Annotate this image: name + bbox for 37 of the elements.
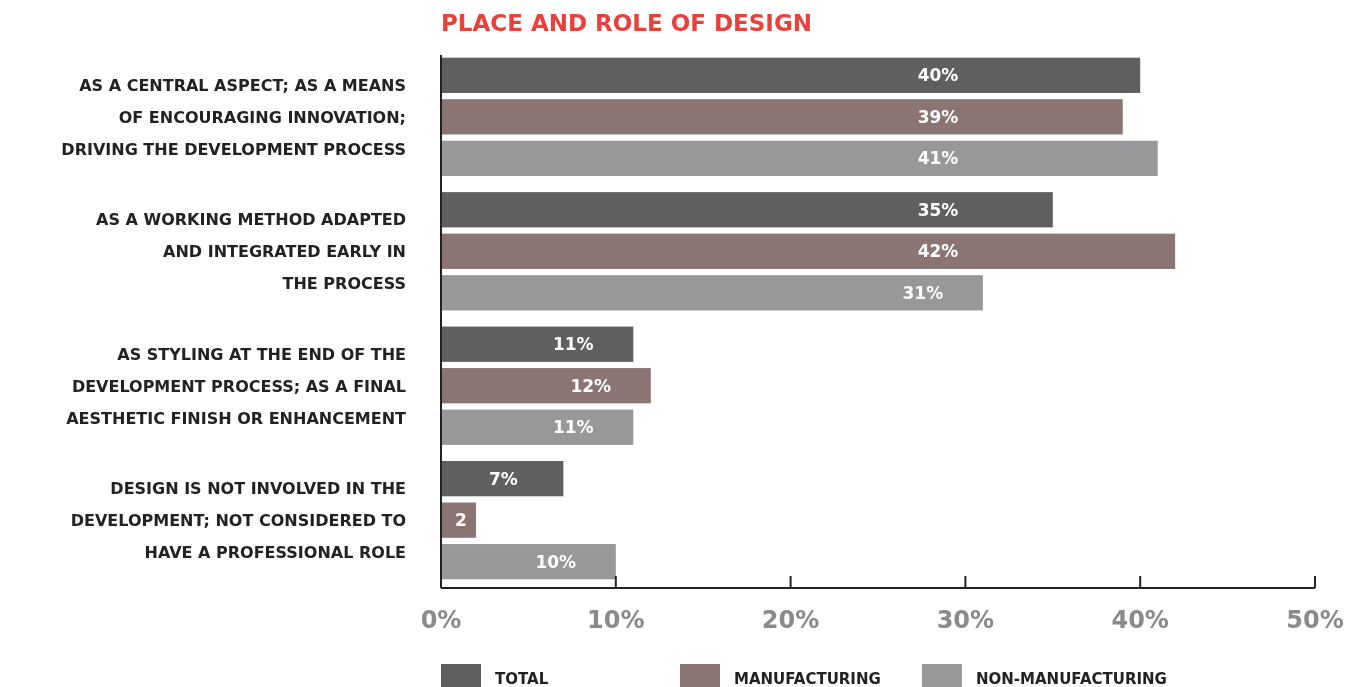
data-label: 11% [552, 417, 594, 438]
bar [441, 544, 616, 580]
data-label: 2 [455, 510, 467, 531]
x-tick-label: 20% [761, 606, 820, 634]
bar [441, 140, 1158, 176]
bar [441, 461, 564, 497]
data-label: 40% [917, 65, 959, 86]
data-label: 42% [917, 241, 959, 262]
data-label: 35% [917, 199, 959, 220]
data-label: 12% [570, 375, 612, 396]
bar [441, 57, 1141, 93]
y-tick-label: AS A CENTRAL ASPECT; AS A MEANS OF ENCOURAGING INNOVATION; DRIVING THE DEVELOPMENT PROCESS [61, 75, 406, 159]
x-tick-label: 50% [1286, 606, 1344, 634]
bar [441, 275, 983, 311]
data-label: 31% [902, 282, 944, 303]
bar [441, 326, 634, 362]
bar [441, 99, 1123, 135]
bar [441, 233, 1176, 269]
bar [441, 409, 634, 445]
bar [441, 192, 1053, 228]
x-tick-label: 40% [1111, 606, 1169, 634]
data-label: 39% [917, 106, 959, 127]
bar [441, 368, 651, 404]
y-tick-label: AS STYLING AT THE END OF THE DEVELOPMENT PROCESS; AS A FINAL AESTHETIC FINISH OR ENHANCEMENT [66, 344, 407, 428]
data-label: 10% [535, 551, 577, 572]
x-tick-label: 30% [936, 606, 995, 634]
data-label: 11% [552, 334, 594, 355]
legend-label: TOTAL [495, 670, 549, 687]
data-label: 7% [488, 468, 518, 489]
y-tick-label: DESIGN IS NOT INVOLVED IN THE DEVELOPMENT; NOT CONSIDERED TO HAVE A PROFESSIONAL ROLE [70, 479, 406, 563]
data-label: 41% [917, 148, 959, 169]
x-tick-label: 10% [587, 606, 645, 634]
legend-label: MANUFACTURING [734, 670, 881, 687]
legend-label: NON-MANUFACTURING [976, 670, 1167, 687]
y-tick-label: AS A WORKING METHOD ADAPTED AND INTEGRATED EARLY IN THE PROCESS [96, 210, 406, 294]
x-tick-label: 0% [420, 606, 462, 634]
chart-title: PLACE AND ROLE OF DESIGN [441, 10, 813, 36]
